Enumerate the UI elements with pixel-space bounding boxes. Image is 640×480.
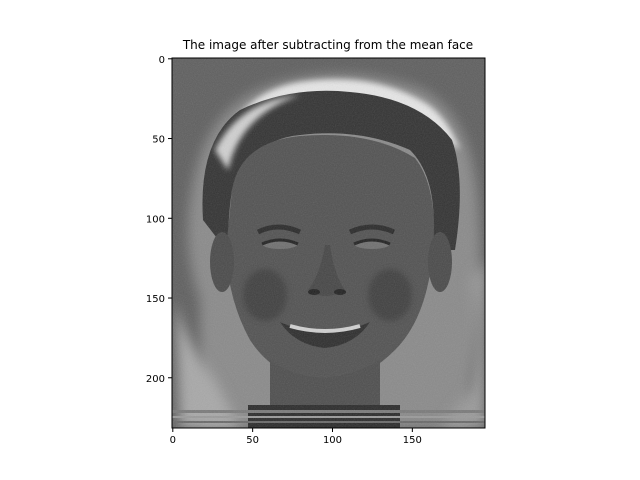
y-tick-label: 150 — [146, 294, 165, 305]
y-tick-label: 0 — [159, 55, 165, 66]
x-tick-label: 150 — [403, 435, 422, 446]
face-image — [172, 58, 485, 428]
y-tick-label: 50 — [152, 135, 165, 146]
chart-title: The image after subtracting from the mea… — [182, 38, 473, 52]
x-tick-label: 100 — [323, 435, 342, 446]
axes-frame — [171, 57, 486, 429]
y-tick-label: 200 — [146, 374, 165, 385]
y-tick-label: 100 — [146, 214, 165, 225]
x-tick-label: 0 — [170, 435, 176, 446]
axis-ticks: 0 50 100 150 0 50 100 150 200 — [146, 55, 422, 446]
x-tick-label: 50 — [246, 435, 259, 446]
